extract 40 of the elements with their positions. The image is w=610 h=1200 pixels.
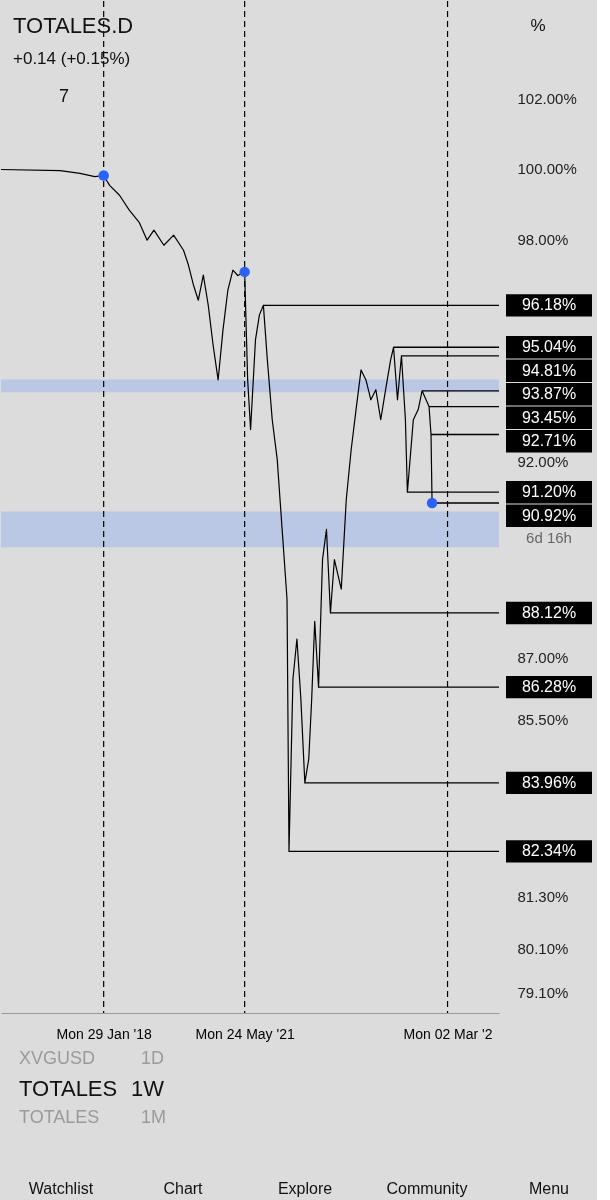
x-tick-label: Mon 24 May '21 [195,1025,295,1042]
y-tick-label: 80.10% [517,939,569,957]
y-tick-label: 102.00% [517,90,577,108]
ref-line-label: 93.87% [521,385,577,403]
text: 1W [131,1076,165,1101]
ref-line-label: 86.28% [521,678,577,696]
ref-line-label: 91.20% [521,483,577,501]
y-tick-label: 98.00% [517,230,569,248]
text: % [530,16,546,35]
text: Chart [163,1180,204,1197]
y-tick-label: 87.00% [517,649,569,667]
ref-line-label: 83.96% [521,773,577,791]
text: Watchlist [28,1180,94,1197]
text: TOTALES.D [13,13,134,38]
text: 1D [141,1048,165,1068]
ref-line-label: 93.45% [521,408,577,426]
text: 6d 16h [526,528,572,546]
text: XVGUSD [19,1048,96,1068]
x-tick-label: Mon 29 Jan '18 [56,1025,153,1042]
y-tick-label: 79.10% [517,984,569,1001]
y-tick-label: 92.00% [517,453,569,471]
ref-line-label: 95.04% [521,338,577,356]
y-tick-label: 81.30% [517,887,569,905]
text: Explore [277,1180,333,1197]
ref-line-label: 88.12% [521,603,577,621]
y-tick-label: 100.00% [517,159,577,177]
ref-line-label: 90.92% [521,506,577,524]
ref-line-label: 94.81% [521,361,577,379]
y-tick-label: 85.50% [517,710,569,728]
annotation: +0.14 (+0.15%) [13,49,131,68]
annotation: 7 [59,86,70,106]
text: Community [386,1180,468,1197]
text: Menu [528,1180,570,1197]
x-tick-label: Mon 02 Mar '2 [403,1025,493,1042]
ref-line-label: 82.34% [521,842,577,860]
text: TOTALES [19,1076,118,1101]
ref-line-label: 96.18% [521,296,577,314]
ref-line-label: 92.71% [521,432,577,450]
text: 1M [141,1107,167,1127]
text: TOTALES [19,1107,100,1127]
